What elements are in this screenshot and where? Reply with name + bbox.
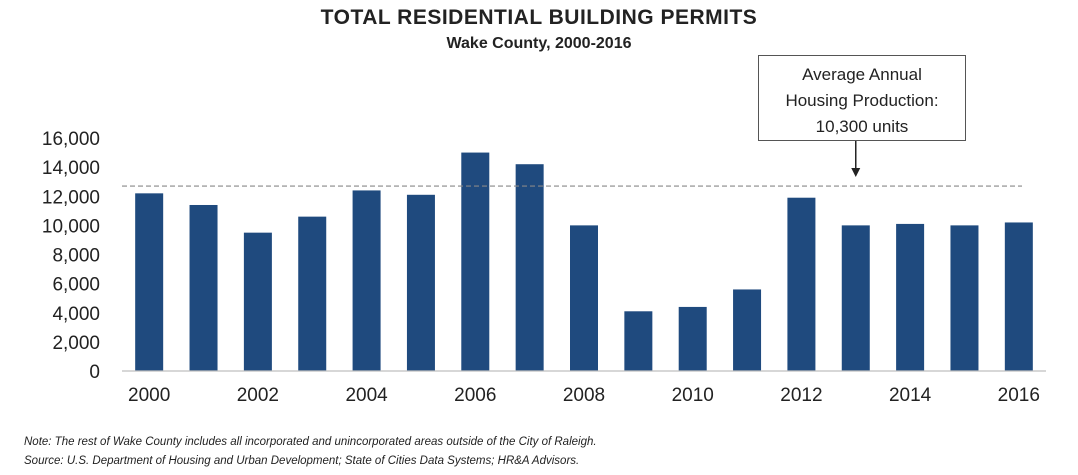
note-footnote: Note: The rest of Wake County includes a… [24, 436, 597, 448]
x-tick-label: 2012 [780, 385, 822, 406]
bar-2013 [841, 225, 870, 371]
bar-2001 [189, 204, 218, 371]
bar-2012 [787, 197, 816, 371]
callout-arrow-head [851, 168, 861, 177]
chart-subtitle: Wake County, 2000-2016 [446, 35, 632, 52]
y-tick-label: 16,000 [42, 129, 100, 150]
average-callout-box: Average Annual Housing Production: 10,30… [758, 55, 966, 141]
y-tick-label: 12,000 [42, 187, 100, 208]
x-tick-label: 2016 [998, 385, 1040, 406]
bar-2004 [352, 190, 381, 371]
y-tick-label: 0 [89, 362, 100, 383]
y-tick-label: 14,000 [42, 158, 100, 179]
y-tick-label: 4,000 [52, 304, 100, 325]
bar-2015 [950, 225, 979, 371]
x-tick-label: 2000 [128, 385, 170, 406]
bar-2003 [298, 216, 327, 371]
x-tick-label: 2008 [563, 385, 605, 406]
y-tick-label: 6,000 [52, 275, 100, 296]
x-tick-label: 2010 [672, 385, 714, 406]
x-tick-label: 2014 [889, 385, 932, 406]
y-tick-label: 2,000 [52, 333, 100, 354]
bar-2009 [624, 311, 653, 371]
bar-2014 [896, 223, 925, 371]
callout-line-2: Housing Production: [785, 91, 939, 110]
bar-2008 [570, 225, 598, 371]
callout-line-1: Average Annual [802, 65, 922, 84]
bar-2007 [515, 164, 544, 371]
bar-2016 [1004, 222, 1033, 371]
x-tick-label: 2004 [345, 385, 388, 406]
callout-line-3: 10,300 units [815, 117, 909, 136]
bar-2000 [135, 193, 164, 371]
bar-2011 [733, 289, 762, 371]
bar-2002 [243, 232, 272, 371]
chart-title: TOTAL RESIDENTIAL BUILDING PERMITS [320, 6, 758, 29]
bar-2006 [461, 152, 490, 371]
source-footnote: Source: U.S. Department of Housing and U… [24, 455, 580, 467]
x-tick-label: 2006 [454, 385, 496, 406]
y-tick-label: 10,000 [42, 216, 100, 237]
x-tick-label: 2002 [237, 385, 279, 406]
bar-2010 [678, 306, 707, 371]
y-tick-label: 8,000 [52, 246, 100, 267]
bar-2005 [406, 194, 435, 371]
